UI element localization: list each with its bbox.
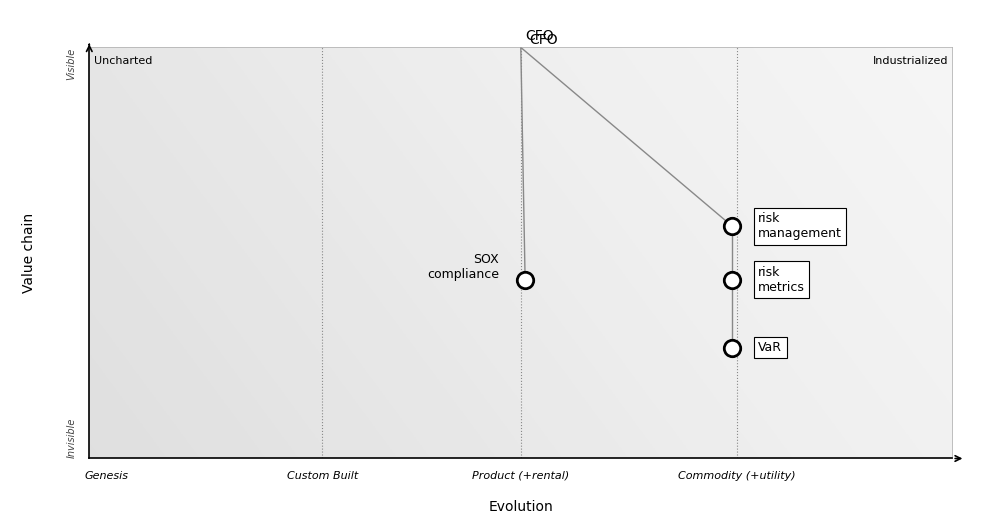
Point (724, 276, 740, 284)
Text: CFO: CFO (525, 30, 554, 43)
Text: Uncharted: Uncharted (93, 56, 152, 66)
Text: Product (+rental): Product (+rental) (472, 471, 569, 481)
Text: Visible: Visible (66, 47, 76, 80)
Text: Industrialized: Industrialized (873, 56, 948, 66)
Text: risk
metrics: risk metrics (758, 266, 806, 294)
Point (724, 222, 740, 230)
Text: Genesis: Genesis (84, 471, 129, 481)
Text: VaR: VaR (758, 341, 782, 354)
Point (517, 276, 533, 284)
Text: risk
management: risk management (758, 212, 842, 240)
Point (724, 343, 740, 352)
Text: Value chain: Value chain (22, 213, 36, 293)
Text: CFO: CFO (530, 33, 558, 47)
Text: Evolution: Evolution (488, 500, 554, 514)
Text: Commodity (+utility): Commodity (+utility) (678, 471, 796, 481)
Text: SOX
compliance: SOX compliance (428, 253, 499, 281)
Text: Invisible: Invisible (66, 418, 76, 458)
Text: Custom Built: Custom Built (287, 471, 358, 481)
